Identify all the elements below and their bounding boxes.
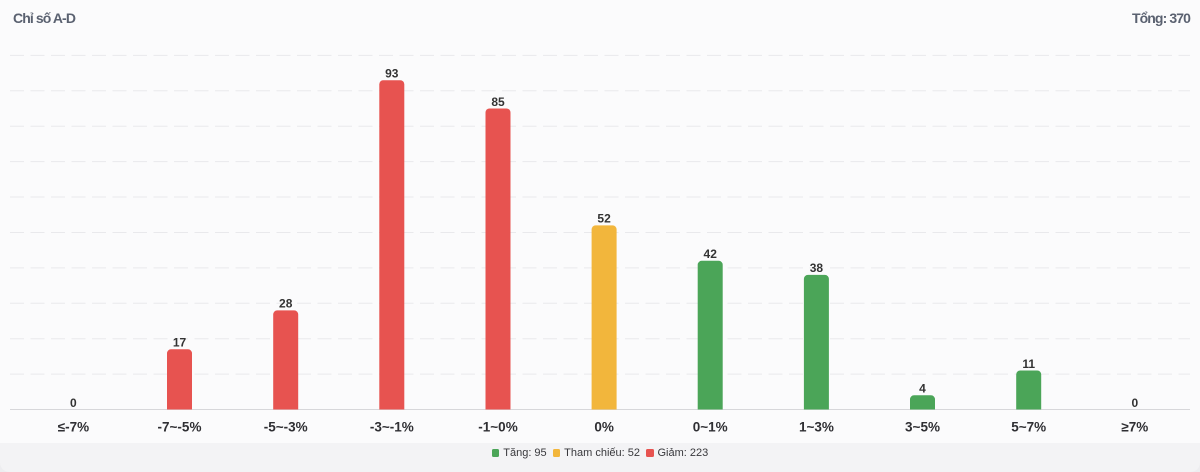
svg-text:-5~-3%: -5~-3% [264, 419, 308, 434]
svg-text:52: 52 [597, 212, 611, 226]
svg-text:38: 38 [810, 261, 824, 275]
svg-text:93: 93 [385, 67, 399, 81]
svg-text:4: 4 [919, 382, 926, 396]
svg-text:17: 17 [173, 336, 187, 350]
svg-text:0: 0 [70, 396, 77, 410]
svg-text:-3~-1%: -3~-1% [370, 419, 414, 434]
svg-text:≥7%: ≥7% [1121, 419, 1148, 434]
svg-text:-7~-5%: -7~-5% [158, 419, 202, 434]
svg-text:3~5%: 3~5% [905, 419, 940, 434]
svg-text:85: 85 [491, 95, 505, 109]
svg-text:≤-7%: ≤-7% [58, 419, 89, 434]
svg-text:5~7%: 5~7% [1011, 419, 1046, 434]
svg-text:42: 42 [704, 247, 718, 261]
svg-text:-1~0%: -1~0% [478, 419, 517, 434]
svg-text:28: 28 [279, 297, 293, 311]
svg-text:11: 11 [1022, 357, 1035, 371]
svg-text:0~1%: 0~1% [693, 419, 728, 434]
svg-text:0%: 0% [594, 419, 614, 434]
svg-text:1~3%: 1~3% [799, 419, 834, 434]
svg-text:0: 0 [1131, 396, 1138, 410]
